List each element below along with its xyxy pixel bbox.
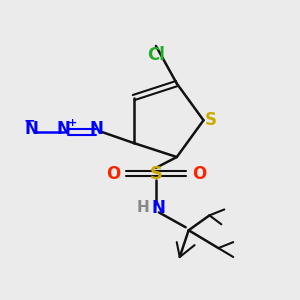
Text: H: H	[137, 200, 150, 215]
Text: O: O	[106, 165, 120, 183]
Text: N: N	[57, 120, 71, 138]
Text: S: S	[205, 111, 217, 129]
Text: Cl: Cl	[147, 46, 165, 64]
Text: N: N	[152, 199, 165, 217]
Text: S: S	[149, 165, 162, 183]
Text: +: +	[68, 118, 77, 128]
Text: O: O	[192, 165, 206, 183]
Text: N: N	[90, 120, 104, 138]
Text: N: N	[24, 120, 38, 138]
Text: −: −	[24, 114, 35, 128]
